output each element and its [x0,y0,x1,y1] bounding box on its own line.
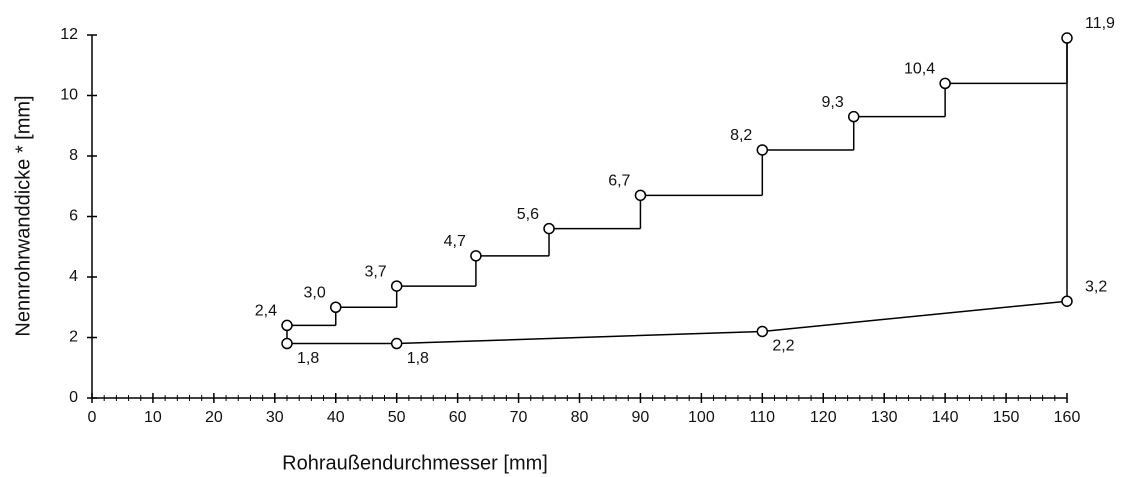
data-label: 8,2 [730,127,752,144]
x-tick-label: 30 [266,409,284,426]
x-tick-label: 110 [750,409,776,426]
marker [330,301,342,313]
data-label: 3,2 [1085,278,1107,295]
x-tick-label: 160 [1054,409,1081,426]
x-tick-label: 60 [449,409,467,426]
data-label: 10,4 [904,61,935,78]
x-axis-title: Rohraußendurchmesser [mm] [282,452,548,474]
y-tick-label: 6 [69,208,78,225]
y-axis-title: Nennrohrwanddicke * [mm] [12,95,34,336]
marker [470,250,482,262]
x-tick-label: 10 [144,409,162,426]
marker [939,77,951,90]
x-tick-label: 20 [205,409,223,426]
data-label: 3,0 [304,284,326,301]
y-tick-label: 0 [69,389,78,406]
y-tick-label: 12 [60,26,78,43]
marker [281,337,293,350]
y-tick-label: 2 [69,329,78,346]
marker [756,144,769,156]
data-label: 11,9 [1085,15,1115,32]
data-label: 9,3 [821,94,843,111]
x-tick-label: 70 [510,409,528,426]
y-tick-label: 10 [60,87,78,104]
marker [1061,32,1073,44]
marker [543,222,555,235]
marker [634,189,647,202]
marker [390,337,403,350]
y-tick-label: 4 [69,268,78,285]
x-tick-label: 140 [932,409,959,426]
x-tick-label: 80 [571,409,589,426]
data-label: 2,2 [772,338,794,355]
x-tick-label: 0 [88,409,97,426]
marker [756,325,769,338]
x-tick-label: 150 [993,409,1020,426]
data-label: 6,7 [608,173,630,190]
marker [847,110,860,123]
data-label: 1,8 [297,350,319,367]
data-label: 5,6 [517,206,539,223]
marker [281,319,293,332]
x-tick-label: 130 [871,409,898,426]
line [287,300,1068,345]
marker [1061,295,1073,307]
data-label: 4,7 [444,233,466,250]
data-label: 3,7 [364,263,386,280]
x-tick-label: 40 [327,409,345,426]
data-label: 1,8 [407,350,429,367]
x-tick-label: 120 [810,409,837,426]
y-tick-label: 8 [69,147,78,164]
x-tick-label: 50 [388,409,406,426]
marker [390,280,403,292]
x-tick-label: 100 [688,409,715,426]
data-label: 2,4 [255,303,277,320]
x-tick-label: 90 [632,409,650,426]
